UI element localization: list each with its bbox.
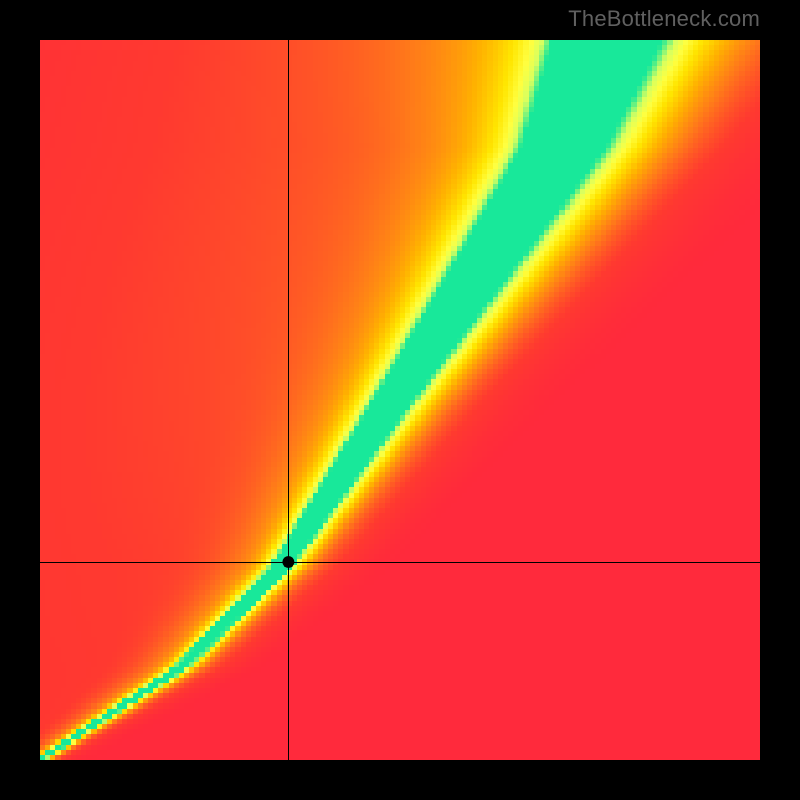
plot-area [40,40,760,760]
watermark-text: TheBottleneck.com [568,6,760,32]
heatmap-canvas [40,40,760,760]
